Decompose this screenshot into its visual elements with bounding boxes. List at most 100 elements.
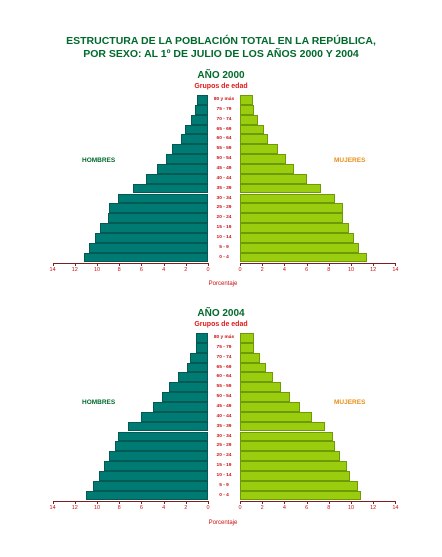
x-axis-tick-mark: [262, 263, 264, 267]
x-axis-tick-mark: [141, 501, 143, 505]
x-axis-tick-mark: [328, 263, 330, 267]
women-bar: [240, 144, 278, 155]
men-bar: [195, 342, 208, 353]
age-group-label: 25 - 29: [216, 443, 232, 449]
x-axis-tick-mark: [119, 263, 121, 267]
men-bar: [165, 154, 208, 164]
age-group-label: 60 - 64: [216, 136, 232, 142]
men-bar: [156, 163, 208, 174]
x-axis-tick-label: 2: [260, 505, 264, 512]
women-bar: [240, 242, 359, 253]
x-axis-tick-label: 12: [370, 505, 377, 512]
men-bar: [128, 421, 208, 432]
age-group-label: 10 - 14: [216, 472, 232, 478]
women-bar: [240, 252, 367, 263]
x-axis-tick-label: 8: [117, 505, 121, 512]
x-axis-title: Porcentaje: [208, 520, 238, 526]
women-label: MUJERES: [334, 157, 366, 164]
x-axis-tick-label: 2: [184, 267, 188, 274]
x-axis-tick-label: 14: [392, 505, 399, 512]
x-axis-tick-mark: [74, 501, 76, 505]
men-bar: [89, 242, 208, 253]
age-group-label: 40 - 44: [216, 413, 232, 419]
men-bar: [195, 333, 208, 343]
men-bar: [114, 441, 208, 452]
men-axis-line: [52, 501, 208, 503]
x-axis-tick-label: 10: [93, 267, 101, 274]
pyramid-title: AÑO 2004: [197, 308, 245, 319]
age-group-label: 70 - 74: [216, 354, 232, 360]
x-axis-tick-label: 6: [139, 505, 143, 512]
women-bar: [240, 382, 282, 393]
age-group-heading: Grupos de edad: [194, 321, 248, 328]
women-bar: [240, 470, 350, 481]
x-axis-tick-label: 8: [117, 267, 121, 274]
women-bar: [240, 203, 344, 214]
age-group-label: 40 - 44: [216, 175, 232, 181]
women-axis-line: [240, 501, 396, 503]
women-bar: [240, 232, 355, 243]
age-group-label: 65 - 69: [216, 126, 232, 132]
age-group-label: 65 - 69: [216, 364, 232, 370]
age-group-label: 45 - 49: [216, 165, 232, 171]
x-axis-tick-mark: [306, 501, 308, 505]
men-label: HOMBRES: [82, 157, 116, 164]
x-axis-tick-mark: [97, 263, 98, 267]
men-bar: [145, 173, 208, 184]
age-group-label: 80 y más: [213, 335, 235, 340]
men-bar: [181, 134, 208, 145]
men-bar: [85, 490, 208, 501]
x-axis-tick-mark: [185, 501, 187, 505]
women-bar: [240, 342, 255, 353]
women-bar: [240, 401, 300, 412]
women-bar: [240, 213, 344, 224]
men-bar: [152, 401, 208, 412]
women-bar: [240, 490, 361, 501]
x-axis-tick-mark: [208, 263, 209, 267]
women-axis-line: [240, 263, 396, 265]
men-bar: [194, 104, 208, 115]
x-axis-tick-label: 8: [327, 267, 331, 274]
x-axis-tick-mark: [351, 263, 352, 267]
age-group-label: 50 - 54: [216, 156, 232, 162]
x-axis-tick-label: 12: [71, 505, 78, 512]
men-bar: [109, 203, 208, 214]
men-bar: [100, 223, 208, 233]
age-group-label: 5 - 9: [219, 244, 229, 250]
chart-title-line2: POR SEXO: AL 1º DE JULIO DE LOS AÑOS 200…: [83, 48, 359, 60]
men-bar: [190, 352, 208, 363]
age-group-label: 30 - 34: [216, 195, 232, 201]
x-axis-tick-mark: [141, 263, 143, 267]
women-bar: [240, 95, 254, 105]
x-axis-tick-label: 10: [347, 505, 355, 512]
x-axis-tick-label: 8: [327, 505, 331, 512]
x-axis-tick-label: 4: [162, 505, 166, 512]
x-axis-tick-label: 14: [392, 267, 399, 274]
x-axis-tick-label: 2: [260, 267, 264, 274]
men-bar: [172, 144, 208, 155]
men-bar: [118, 193, 208, 204]
men-bar: [184, 124, 208, 135]
x-axis-tick-label: 14: [49, 505, 56, 512]
x-axis-tick-mark: [284, 501, 286, 505]
x-axis-tick-mark: [395, 501, 397, 505]
women-label: MUJERES: [334, 399, 366, 406]
x-axis-tick-mark: [351, 501, 352, 505]
age-group-label: 35 - 39: [216, 423, 232, 429]
age-group-label: 80 y más: [213, 97, 235, 102]
x-axis-tick-mark: [97, 501, 98, 505]
age-group-label: 15 - 19: [216, 463, 232, 469]
men-bar: [99, 470, 208, 481]
age-group-label: 0 - 4: [219, 492, 229, 498]
age-group-heading: Grupos de edad: [194, 83, 248, 90]
women-bar: [240, 154, 286, 164]
men-bar: [83, 252, 208, 263]
pyramid-2000: AÑO 2000 Grupos de edad HOMBRES MUJERES …: [0, 68, 442, 298]
women-bar: [240, 124, 265, 135]
x-axis-tick-mark: [119, 501, 121, 505]
x-axis-tick-label: 4: [282, 267, 286, 274]
x-axis-tick-label: 0: [206, 267, 210, 274]
men-bar: [191, 114, 208, 125]
men-bar: [162, 392, 208, 402]
age-group-label: 25 - 29: [216, 205, 232, 211]
